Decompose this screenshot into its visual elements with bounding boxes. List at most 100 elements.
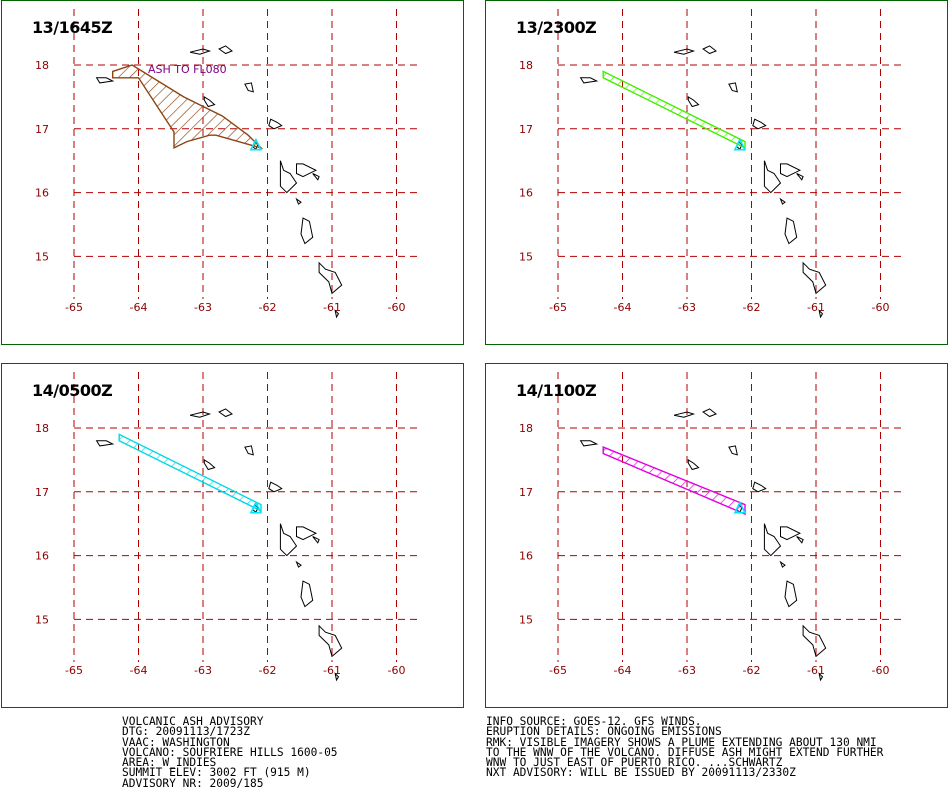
longitude-tick-label: -62: [259, 664, 277, 677]
latitude-tick-label: 15: [519, 613, 533, 626]
volcano-triangle-icon: [249, 500, 263, 514]
latitude-tick-label: 16: [35, 187, 49, 200]
longitude-tick-label: -60: [388, 664, 406, 677]
advisory-line: ERUPTION DETAILS: ONGOING EMISSIONS: [486, 725, 722, 739]
ash-level-label: ASH TO FL080: [148, 63, 227, 76]
longitude-tick-label: -60: [388, 301, 406, 314]
longitude-tick-label: -60: [872, 301, 890, 314]
coastline: [784, 580, 798, 608]
latitude-tick-label: 17: [519, 486, 533, 499]
coastline: [218, 408, 233, 418]
coastline: [796, 536, 804, 544]
latitude-tick-label: 16: [35, 550, 49, 563]
coastline: [752, 481, 767, 493]
coastline: [95, 77, 115, 84]
longitude-tick-label: -65: [65, 301, 83, 314]
longitude-tick-label: -61: [323, 664, 341, 677]
longitude-tick-label: -65: [65, 664, 83, 677]
longitude-tick-label: -63: [194, 301, 212, 314]
map-panel-3: -65 -64 -63 -62 -61 -60 18 17 16 15 14/0500Z: [1, 363, 464, 708]
advisory-line: NXT ADVISORY: WILL BE ISSUED BY 20091113…: [486, 766, 796, 780]
map-canvas-3: -65 -64 -63 -62 -61 -60 18 17 16 15: [35, 372, 422, 682]
coastline: [802, 261, 827, 295]
volcano-triangle-icon: [249, 137, 263, 151]
volcano-triangle-icon: [733, 137, 747, 151]
coastline: [95, 440, 115, 447]
latitude-tick-label: 16: [519, 550, 533, 563]
longitude-tick-label: -61: [807, 664, 825, 677]
advisory-remarks-text: INFO SOURCE: GOES-12. GFS WINDS. ERUPTIO…: [486, 715, 883, 780]
advisory-line: VAAC: WASHINGTON: [122, 735, 230, 749]
advisory-line: WNW TO JUST EAST OF PUERTO RICO. ...SCHW…: [486, 756, 783, 770]
advisory-line: VOLCANIC ASH ADVISORY: [122, 715, 264, 728]
coastline: [244, 445, 254, 456]
longitude-tick-label: -61: [323, 301, 341, 314]
latitude-tick-label: 17: [35, 123, 49, 136]
coastline: [784, 217, 798, 245]
coastline: [763, 523, 782, 557]
coastline: [300, 217, 314, 245]
map-panel-2: -65 -64 -63 -62 -61 -60 18 17 16 15 13/2300Z: [485, 0, 948, 345]
ash-plume-polygon: [112, 64, 264, 150]
map-panel-4: -65 -64 -63 -62 -61 -60 18 17 16 15 14/1100Z: [485, 363, 948, 708]
coastline: [673, 411, 696, 418]
volcano-triangle-icon: [733, 500, 747, 514]
coastline: [279, 160, 298, 194]
coastline: [312, 173, 320, 181]
map-canvas-4: -65 -64 -63 -62 -61 -60 18 17 16 15: [519, 372, 906, 682]
longitude-tick-label: -63: [678, 664, 696, 677]
coastline: [579, 77, 599, 84]
coastline: [296, 526, 318, 541]
longitude-tick-label: -64: [130, 664, 148, 677]
latitude-tick-label: 18: [35, 422, 49, 435]
coastline: [802, 624, 827, 658]
coastline: [334, 309, 340, 319]
coastline: [780, 526, 802, 541]
longitude-tick-label: -62: [259, 301, 277, 314]
longitude-tick-label: -65: [549, 664, 567, 677]
map-canvas-2: -65 -64 -63 -62 -61 -60 18 17 16 15: [519, 9, 906, 319]
coastline: [203, 96, 216, 108]
coastline: [818, 672, 824, 682]
coastline: [189, 411, 212, 418]
longitude-tick-label: -64: [614, 301, 632, 314]
ash-plume-polygon: [602, 70, 746, 150]
longitude-tick-label: -62: [743, 301, 761, 314]
advisory-line: AREA: W_INDIES: [122, 756, 217, 770]
map-panel-1: -65 -64 -63 -62 -61 -60 18 17 16 15 ASH TO FL080 1…: [1, 0, 464, 345]
coastline: [702, 45, 717, 55]
advisory-line: INFO SOURCE: GOES-12. GFS WINDS.: [486, 715, 702, 728]
longitude-tick-label: -61: [807, 301, 825, 314]
panel-time-label: 14/0500Z: [32, 381, 113, 400]
coastline: [779, 197, 786, 205]
latitude-tick-label: 15: [35, 613, 49, 626]
coastline: [780, 163, 802, 178]
ash-plume-polygon: [118, 433, 262, 513]
coastline: [295, 560, 302, 568]
panel-time-label: 14/1100Z: [516, 381, 597, 400]
latitude-tick-label: 15: [519, 250, 533, 263]
latitude-tick-label: 15: [35, 250, 49, 263]
coastline: [763, 160, 782, 194]
longitude-tick-label: -63: [194, 664, 212, 677]
latitude-tick-label: 16: [519, 187, 533, 200]
latitude-tick-label: 17: [35, 486, 49, 499]
coastline: [579, 440, 599, 447]
advisory-line: ADVISORY NR: 2009/185: [122, 776, 264, 790]
coastline: [279, 523, 298, 557]
longitude-tick-label: -64: [130, 301, 148, 314]
coastline: [728, 445, 738, 456]
coastline: [268, 481, 283, 493]
coastline: [318, 624, 343, 658]
longitude-tick-label: -65: [549, 301, 567, 314]
coastline: [189, 48, 212, 55]
coastline: [312, 536, 320, 544]
advisory-line: DTG: 20091113/1723Z: [122, 725, 250, 739]
longitude-tick-label: -63: [678, 301, 696, 314]
advisory-header-text: VOLCANIC ASH ADVISORY DTG: 20091113/1723…: [122, 715, 338, 790]
coastline: [295, 197, 302, 205]
coastline: [728, 82, 738, 93]
coastline: [752, 118, 767, 130]
latitude-tick-label: 18: [35, 59, 49, 72]
coastline: [218, 45, 233, 55]
